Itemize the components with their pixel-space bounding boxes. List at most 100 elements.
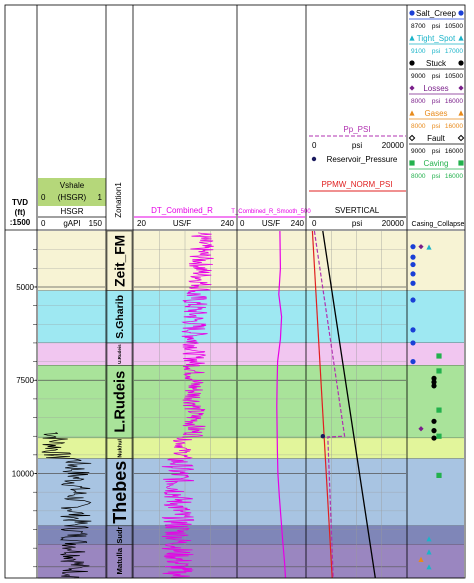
zone-label: U.Rudeis: [117, 344, 122, 364]
event-stuck-marker: [431, 435, 437, 441]
event-legend-right-marker: [458, 160, 464, 166]
dt-smooth-curve: [276, 230, 287, 579]
dt-smooth-curve-name: T_Combined_R_Smooth_500: [231, 209, 311, 215]
vshale-min: 0: [41, 193, 46, 202]
pp-curve-name: Pp_PSI: [343, 125, 370, 134]
depth-axis: 5000 7500 10000: [12, 249, 37, 568]
event-legend-right-marker: [458, 85, 464, 91]
zone-band-u-rudeis: [38, 342, 464, 366]
pp-unit: psi: [352, 141, 362, 150]
event-salt-creep-marker: [410, 254, 416, 260]
event-losses-marker: [418, 244, 424, 250]
depth-tick-label: 5000: [16, 283, 34, 292]
event-tight-spot-marker: [426, 549, 432, 555]
zonation-cell: [106, 365, 133, 439]
depth-track-header: TVD (ft) :1500: [10, 198, 31, 227]
event-legend-unit: psi: [432, 48, 440, 55]
events-track-header: Casing_Collapse Salt_Creep 8700 psi 10500 Ti…: [408, 9, 465, 228]
event-legend-min: 8000: [411, 173, 426, 180]
sv-curve-name: SVERTICAL: [335, 206, 380, 215]
reservoir-pressure-point: [320, 434, 326, 439]
vshale-max: 1: [98, 193, 103, 202]
zonation-header: Zonation1: [114, 182, 123, 218]
event-legend-min: 9100: [411, 48, 426, 55]
zone-band-matulla: [38, 544, 464, 578]
event-legend-unit: psi: [432, 173, 440, 180]
event-legend-max: 16000: [445, 173, 463, 180]
gr-unit: gAPI: [63, 219, 80, 228]
dt-max: 240: [221, 219, 235, 228]
event-legend-name: Losses: [423, 84, 448, 93]
event-legend-max: 16000: [445, 123, 463, 130]
event-caving-marker: [436, 407, 442, 413]
vshale-sub-label: (HSGR): [58, 193, 87, 202]
zone-band-zeit-fm: [38, 231, 464, 291]
event-legend-max: 16000: [445, 148, 463, 155]
event-caving-marker: [436, 472, 442, 478]
depth-title-2: (ft): [15, 208, 26, 217]
event-legend-name: Salt_Creep: [416, 9, 457, 18]
event-salt-creep-marker: [410, 280, 416, 286]
event-legend-left-marker: [409, 35, 415, 41]
event-caving-marker: [436, 368, 442, 374]
event-legend-right-marker: [457, 134, 465, 142]
event-legend-left-marker: [409, 10, 415, 16]
sv-min: 0: [312, 219, 317, 228]
dt-min: 20: [137, 219, 146, 228]
event-legend-unit: psi: [432, 98, 440, 105]
event-caving-marker: [436, 433, 442, 439]
event-salt-creep-marker: [410, 261, 416, 268]
event-losses-marker: [418, 426, 424, 432]
pp-min: 0: [312, 141, 317, 150]
event-legend-unit: psi: [432, 123, 440, 130]
event-stuck-marker: [431, 375, 437, 381]
zone-label: Zeit_FM: [112, 235, 127, 287]
vshale-label: Vshale: [60, 181, 85, 190]
event-stuck-marker: [431, 418, 437, 424]
event-legend-left-marker: [409, 160, 415, 166]
zone-label: S.Gharib: [114, 295, 126, 339]
zone-band-l-rudeis: [38, 365, 464, 439]
zone-label: L.Rudeis: [113, 371, 129, 433]
event-legend-right-marker: [458, 10, 464, 16]
event-legend-max: 17000: [445, 48, 463, 55]
event-salt-creep-marker: [410, 358, 416, 365]
casing-collapse-label: Casing_Collapse: [412, 221, 465, 228]
event-legend-min: 8000: [411, 123, 426, 130]
depth-title-1: TVD: [12, 198, 28, 207]
plot-area: Zeit_FM S.Gharib U.Rudeis L.Rudeis Nukhul The…: [38, 230, 464, 579]
dt-smooth-track-header: T_Combined_R_Smooth_500 0 US/F 240: [231, 209, 311, 228]
zone-band-nukhul: [38, 438, 464, 459]
zonation-cell: [106, 544, 133, 579]
zone-label: Sudr: [115, 526, 124, 543]
track-borders: [4, 4, 466, 579]
event-legend-max: 10500: [445, 73, 463, 80]
zone-band-s-gharib: [38, 290, 464, 343]
zone-label: Nukhul: [117, 439, 123, 458]
dt-smooth-max: 240: [291, 219, 305, 228]
depth-tick-label: 10000: [12, 470, 35, 479]
zonation-cell: [106, 458, 133, 527]
event-legend-left-marker: [409, 110, 415, 116]
event-tight-spot-marker: [426, 564, 432, 570]
event-legend-max: 16000: [445, 98, 463, 105]
event-legend-unit: psi: [432, 23, 440, 30]
gr-max: 150: [89, 219, 103, 228]
event-legend-max: 10500: [445, 23, 463, 30]
event-tight-spot-marker: [426, 536, 432, 542]
ppmw-norm-curve: [311, 230, 333, 579]
event-legend-right-marker: [458, 110, 464, 116]
event-legend-name: Tight_Spot: [417, 34, 456, 43]
event-legend-name: Stuck: [426, 59, 447, 68]
depth-title-3: :1500: [10, 218, 31, 227]
event-tight-spot-marker: [426, 244, 432, 250]
reservoir-marker-legend: [311, 156, 317, 162]
event-legend-right-marker: [458, 60, 464, 66]
event-legend-right-marker: [458, 35, 464, 41]
mw-curve-name: PPMW_NORM_PSI: [321, 180, 392, 189]
zone-label: Matulla: [115, 547, 124, 574]
reservoir-curve-name: Reservoir_Pressure: [327, 155, 398, 164]
gr-track-header: Vshale (HSGR) 0 1 HSGR 0 gAPI 150: [38, 178, 106, 228]
dt-curve-name: DT_Combined_R: [151, 206, 213, 215]
